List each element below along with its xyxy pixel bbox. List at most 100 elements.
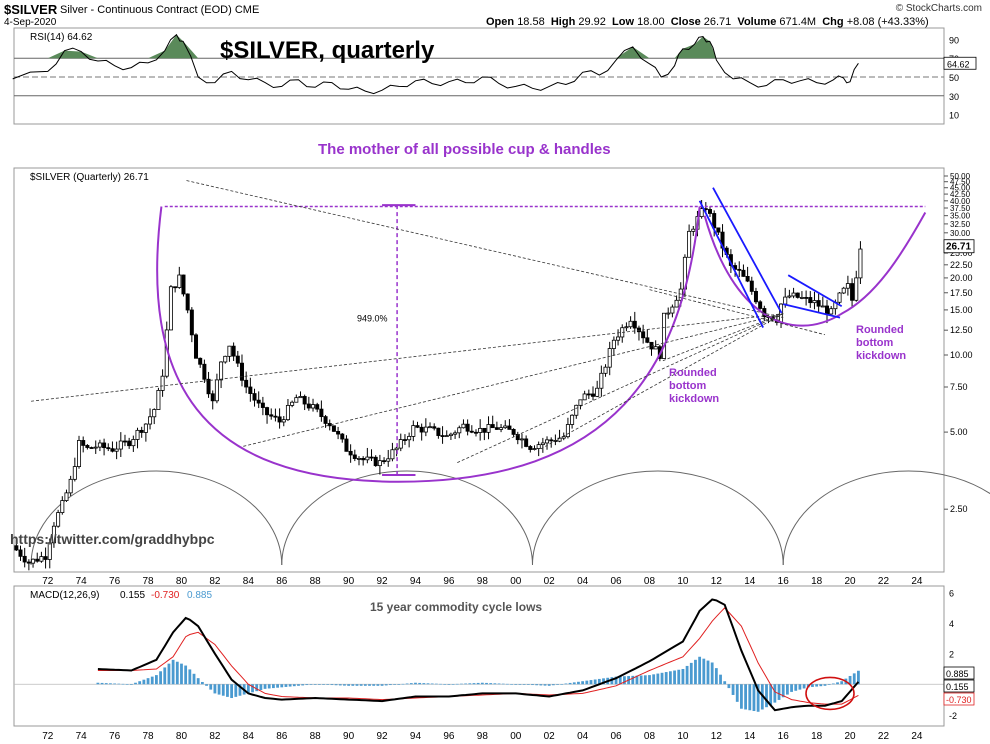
x-tick-label-bottom: 74 xyxy=(76,731,88,742)
candle-body xyxy=(799,297,804,299)
macd-histogram-bar xyxy=(756,684,760,712)
x-tick-label-bottom: 82 xyxy=(209,731,221,742)
x-tick-label: 82 xyxy=(209,576,221,587)
candle-body xyxy=(636,327,641,333)
candle-body xyxy=(64,492,69,501)
macd-histogram-bar xyxy=(472,683,476,685)
macd-histogram-bar xyxy=(522,684,526,685)
price-tick-label: 2.50 xyxy=(950,504,968,514)
macd-histogram-bar xyxy=(347,684,351,686)
macd-last-value-label: -0.730 xyxy=(946,695,972,705)
candle-body xyxy=(148,416,153,425)
candle-body xyxy=(348,450,353,456)
candle-body xyxy=(791,292,796,297)
candle-body xyxy=(545,439,550,444)
price-tick-label: 37.50 xyxy=(950,204,971,213)
macd-histogram-bar xyxy=(852,673,856,685)
candle-body xyxy=(177,274,182,288)
macd-histogram-bar xyxy=(389,684,392,686)
price-tick-label: 7.50 xyxy=(950,382,968,392)
candle-body xyxy=(14,545,19,551)
rsi-tick-label: 90 xyxy=(949,35,959,45)
macd-histogram-bar xyxy=(113,683,117,685)
macd-histogram-bar xyxy=(735,684,739,702)
macd-legend-signal: -0.730 xyxy=(151,590,180,601)
candle-body xyxy=(795,292,800,298)
trend-line-downtrend xyxy=(186,180,784,318)
macd-histogram-bar xyxy=(155,675,158,685)
candle-body xyxy=(611,339,616,349)
candle-body xyxy=(599,372,604,389)
macd-histogram-bar xyxy=(547,684,551,686)
macd-histogram-bar xyxy=(288,684,292,687)
macd-histogram-bar xyxy=(322,684,325,685)
macd-histogram-bar xyxy=(192,673,196,685)
macd-histogram-bar xyxy=(831,683,835,685)
rounded-bottom-label: bottom xyxy=(856,337,893,349)
macd-histogram-bar xyxy=(639,675,643,685)
macd-histogram-bar xyxy=(171,659,175,685)
macd-histogram-bar xyxy=(134,682,137,685)
macd-histogram-bar xyxy=(297,684,300,686)
price-last-value-box xyxy=(943,239,975,254)
candle-body xyxy=(340,433,345,440)
x-tick-label-bottom: 22 xyxy=(878,731,890,742)
candle-body xyxy=(536,444,541,449)
x-tick-label-bottom: 96 xyxy=(443,731,455,742)
x-tick-label-bottom: 16 xyxy=(778,731,790,742)
x-tick-label: 92 xyxy=(376,576,388,587)
macd-histogram-bar xyxy=(802,684,806,689)
trend-line-support-5 xyxy=(662,313,784,362)
macd-last-value-box xyxy=(943,666,975,680)
candle-body xyxy=(812,300,817,304)
macd-histogram-bar xyxy=(238,684,242,696)
macd-histogram-bar xyxy=(455,683,459,685)
macd-histogram-bar xyxy=(614,676,618,685)
candle-body xyxy=(570,414,575,425)
x-tick-label-bottom: 04 xyxy=(577,731,589,742)
macd-histogram-bar xyxy=(138,681,142,685)
macd-histogram-bar xyxy=(380,684,384,686)
candle-body xyxy=(758,301,763,309)
price-tick-label: 10.00 xyxy=(950,350,973,360)
candle-body xyxy=(281,419,286,423)
candle-body xyxy=(102,442,107,449)
candle-body xyxy=(528,446,533,450)
macd-histogram-bar xyxy=(572,682,576,685)
x-tick-label: 96 xyxy=(443,576,455,587)
candle-body xyxy=(699,208,704,218)
price-tick-label: 17.50 xyxy=(950,288,973,298)
macd-histogram-bar xyxy=(430,683,434,685)
candle-body xyxy=(565,424,570,438)
x-tick-label-bottom: 88 xyxy=(310,731,322,742)
candle-body xyxy=(356,458,361,460)
x-tick-label-bottom: 08 xyxy=(644,731,656,742)
macd-caption: 15 year commodity cycle lows xyxy=(370,600,542,614)
macd-histogram-bar xyxy=(857,670,860,685)
candle-body xyxy=(248,386,253,394)
candle-body xyxy=(845,283,850,289)
price-chart: 50.0047.5045.0042.5040.0037.5035.0032.50… xyxy=(10,141,990,571)
macd-histogram-bar xyxy=(714,668,718,685)
macd-histogram-bar xyxy=(104,683,108,685)
rsi-overbought-fill xyxy=(47,34,717,59)
rounded-bottom-label: bottom xyxy=(669,380,706,392)
macd-histogram-bar xyxy=(497,683,501,685)
macd-histogram-bar xyxy=(338,684,342,686)
macd-histogram-bar xyxy=(234,684,238,697)
macd-histogram-bar xyxy=(564,683,568,685)
rsi-tick-label: 30 xyxy=(949,92,959,102)
candle-body xyxy=(143,423,148,433)
x-tick-label-bottom: 84 xyxy=(243,731,255,742)
candle-body xyxy=(453,432,458,435)
x-tick-label: 94 xyxy=(410,576,422,587)
rsi-legend: RSI(14) 64.62 xyxy=(30,32,93,43)
macd-histogram-bar xyxy=(439,683,442,685)
open-label: Open xyxy=(486,16,515,28)
candle-body xyxy=(244,379,249,388)
candle-body xyxy=(532,448,537,450)
macd-histogram-bar xyxy=(121,683,125,685)
candle-body xyxy=(419,426,424,433)
candle-body xyxy=(47,542,52,560)
candle-body xyxy=(336,430,341,435)
